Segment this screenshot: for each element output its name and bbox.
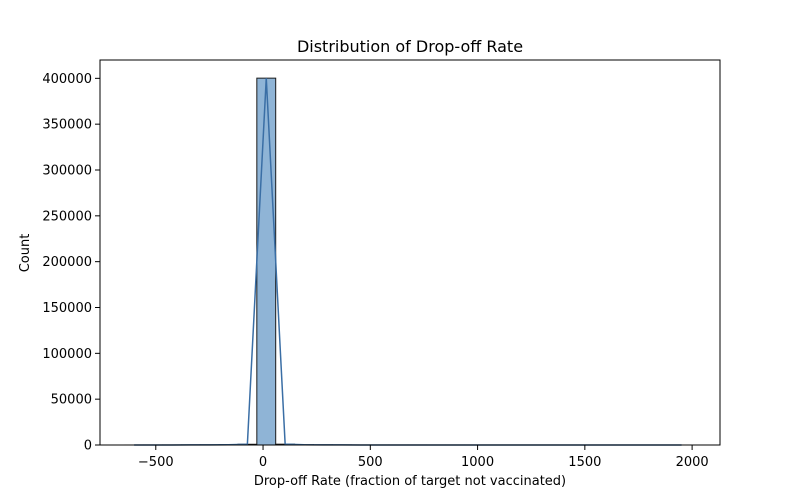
y-tick-label: 100000 [42,347,92,362]
x-tick-label: 1500 [568,455,601,470]
kde-line [134,78,682,446]
chart-title: Distribution of Drop-off Rate [297,37,523,56]
y-axis-title: Count [18,234,33,273]
y-tick-label: 350000 [42,118,92,133]
y-tick-label: 150000 [42,301,92,316]
y-tick-label: 400000 [42,72,92,87]
x-axis: −500 0 500 1000 1500 2000 [138,445,709,470]
x-tick-label: 1000 [461,455,494,470]
histogram-bar [256,77,277,446]
bars-group [124,77,692,446]
y-tick-label: 50000 [51,393,92,408]
plot-frame [99,59,721,446]
x-tick-label: 2000 [676,455,709,470]
y-axis: 0 50000 100000 150000 200000 250000 300000 3500… [42,72,100,454]
x-tick-label: 500 [358,455,383,470]
x-tick-label: 0 [259,455,267,470]
x-tick-label: −500 [138,455,174,470]
x-axis-title: Drop-off Rate (fraction of target not va… [254,474,566,489]
y-tick-label: 0 [84,439,92,454]
y-tick-label: 250000 [42,209,92,224]
y-tick-label: 200000 [42,255,92,270]
y-tick-label: 300000 [42,164,92,179]
